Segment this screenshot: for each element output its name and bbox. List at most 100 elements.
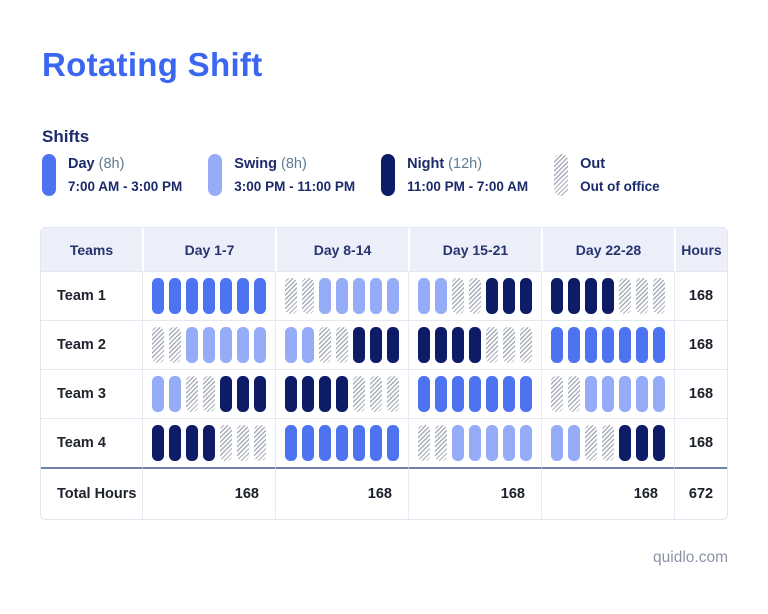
shift-bar-day — [219, 278, 233, 314]
shift-bar-day — [284, 425, 298, 461]
shift-bar-night — [236, 376, 250, 412]
shift-bar-out — [318, 327, 332, 363]
week-cell — [275, 271, 408, 320]
shift-bar-out — [417, 425, 431, 461]
shift-label: Swing — [234, 156, 277, 172]
shift-name: Swing (8h) — [234, 156, 355, 172]
shift-bar-swing — [502, 425, 516, 461]
shift-bar-swing — [567, 425, 581, 461]
shift-bar-out — [352, 376, 366, 412]
hours-value: 168 — [674, 271, 727, 320]
shift-bar-night — [550, 278, 564, 314]
shift-bar-night — [485, 278, 499, 314]
shift-bar-night — [584, 278, 598, 314]
shift-bar-night — [601, 278, 615, 314]
shift-bar-night — [652, 425, 666, 461]
shift-bar-night — [434, 327, 448, 363]
shift-bar-out — [485, 327, 499, 363]
column-header-day-1-7: Day 1-7 — [142, 228, 275, 271]
shift-bar-swing — [451, 425, 465, 461]
shift-bar-day — [151, 278, 165, 314]
table-row: Team 3 168 — [41, 369, 727, 418]
shift-bar-swing — [369, 278, 383, 314]
week-cell — [275, 320, 408, 369]
shift-bars — [276, 425, 408, 461]
shift-time: 3:00 PM - 11:00 PM — [234, 179, 356, 194]
shift-bar-day — [386, 425, 400, 461]
shift-bar-out — [369, 376, 383, 412]
shift-bar-swing — [219, 327, 233, 363]
shift-bar-day — [434, 376, 448, 412]
shift-name: Out — [580, 156, 660, 172]
column-header-day-8-14: Day 8-14 — [275, 228, 408, 271]
shift-bar-night — [151, 425, 165, 461]
shift-bar-out — [618, 278, 632, 314]
total-week-hours: 168 — [142, 467, 275, 519]
shift-bar-night — [318, 376, 332, 412]
shift-bar-day — [584, 327, 598, 363]
shift-bar-out — [386, 376, 400, 412]
legend-item-swing: Swing (8h) 3:00 PM - 11:00 PM — [208, 154, 355, 196]
shift-name: Night (12h) — [407, 156, 528, 172]
shift-bar-swing — [318, 278, 332, 314]
legend-text: Out Out of office — [580, 154, 660, 196]
shift-bars — [542, 376, 674, 412]
week-cell — [275, 369, 408, 418]
hours-value: 168 — [674, 369, 727, 418]
shift-bars — [276, 278, 408, 314]
shift-bar-night — [519, 278, 533, 314]
shift-bar-night — [369, 327, 383, 363]
shift-bar-out — [168, 327, 182, 363]
week-cell — [142, 320, 275, 369]
shift-bar-out — [652, 278, 666, 314]
shift-bar-day — [318, 425, 332, 461]
shift-bar-night — [386, 327, 400, 363]
shift-bar-day — [567, 327, 581, 363]
shift-bar-swing — [352, 278, 366, 314]
week-cell — [541, 369, 674, 418]
legend-heading: Shifts — [42, 127, 90, 146]
week-cell — [541, 320, 674, 369]
shift-bar-day — [618, 327, 632, 363]
shift-bar-swing — [168, 376, 182, 412]
table-row: Team 2 168 — [41, 320, 727, 369]
shift-bar-swing — [618, 376, 632, 412]
shift-bar-out — [301, 278, 315, 314]
shift-bar-out — [434, 425, 448, 461]
shift-bar-swing — [386, 278, 400, 314]
week-cell — [408, 418, 541, 467]
shift-bar-swing — [584, 376, 598, 412]
shift-bars — [276, 376, 408, 412]
shift-bar-swing — [652, 376, 666, 412]
shift-bar-out — [253, 425, 267, 461]
shift-bar-out — [635, 278, 649, 314]
shift-time: 7:00 AM - 3:00 PM — [68, 179, 183, 194]
day-swatch-icon — [42, 154, 56, 196]
week-cell — [275, 418, 408, 467]
table-body: Team 1 168 Team 2 168 Team 3 168 Team 4 168 Tota… — [41, 271, 727, 519]
hours-value: 168 — [674, 320, 727, 369]
shift-bar-swing — [301, 327, 315, 363]
shift-bar-swing — [485, 425, 499, 461]
team-name: Team 3 — [41, 369, 142, 418]
shift-bars — [143, 327, 275, 363]
shift-bar-night — [352, 327, 366, 363]
swing-swatch-icon — [208, 154, 223, 196]
total-week-hours: 168 — [408, 467, 541, 519]
footer-brand: quidlo.com — [653, 549, 728, 566]
shift-bar-night — [567, 278, 581, 314]
legend-item-out: Out Out of office — [554, 154, 660, 196]
shift-duration: (12h) — [444, 156, 483, 172]
column-header-teams: Teams — [41, 228, 142, 271]
shift-bar-night — [502, 278, 516, 314]
week-cell — [142, 418, 275, 467]
shift-bar-out — [584, 425, 598, 461]
shift-bar-day — [236, 278, 250, 314]
shift-bar-day — [369, 425, 383, 461]
shift-bar-day — [185, 278, 199, 314]
team-name: Team 1 — [41, 271, 142, 320]
shift-bar-night — [253, 376, 267, 412]
shift-bar-day — [550, 327, 564, 363]
legend-item-day: Day (8h) 7:00 AM - 3:00 PM — [42, 154, 182, 196]
